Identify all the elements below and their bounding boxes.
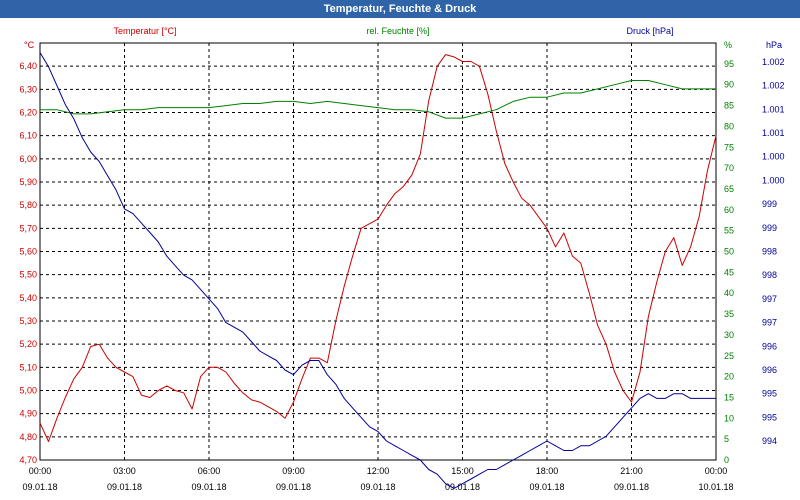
x-tick-date: 09.01.18 <box>614 482 649 492</box>
x-tick-time: 21:00 <box>620 466 643 476</box>
x-tick-date: 09.01.18 <box>22 482 57 492</box>
x-tick-time: 15:00 <box>451 466 474 476</box>
humidity-tick-label: 75 <box>724 142 734 152</box>
temperature-tick-label: 6,00 <box>19 154 37 164</box>
humidity-tick-label: 35 <box>724 309 734 319</box>
temperature-tick-label: 6,20 <box>19 108 37 118</box>
temperature-series-line <box>39 54 717 442</box>
series-layer <box>39 52 717 489</box>
temperature-tick-label: 6,40 <box>19 61 37 71</box>
temperature-tick-label: 5,20 <box>19 339 37 349</box>
humidity-tick-label: 30 <box>724 330 734 340</box>
pressure-tick-label: 994 <box>762 436 777 446</box>
pressure-unit-label: hPa <box>766 40 782 50</box>
pressure-tick-label: 999 <box>762 223 777 233</box>
humidity-tick-label: 10 <box>724 413 734 423</box>
humidity-unit-label: % <box>724 40 732 50</box>
humidity-tick-label: 50 <box>724 247 734 257</box>
pressure-tick-label: 996 <box>762 341 777 351</box>
time-axis: 00:00 09.01.18 03:00 09.01.18 06:00 09.01.18 0… <box>22 466 733 492</box>
pressure-tick-label: 1.001 <box>762 128 785 138</box>
x-tick-time: 06:00 <box>198 466 221 476</box>
humidity-tick-label: 90 <box>724 80 734 90</box>
temperature-unit-label: °C <box>24 40 35 50</box>
x-tick-date: 09.01.18 <box>276 482 311 492</box>
temperature-axis: 4,70 4,80 4,90 5,00 5,10 5,20 5,30 5,40 5,50 5,60… <box>19 61 37 465</box>
x-tick-date: 09.01.18 <box>529 482 564 492</box>
x-tick-date: 09.01.18 <box>191 482 226 492</box>
pressure-axis-label: Druck [hPa] <box>626 26 673 36</box>
x-tick-time: 12:00 <box>367 466 390 476</box>
humidity-tick-label: 25 <box>724 351 734 361</box>
temperature-tick-label: 5,10 <box>19 362 37 372</box>
temperature-tick-label: 4,70 <box>19 455 37 465</box>
pressure-tick-label: 997 <box>762 294 777 304</box>
temperature-tick-label: 5,70 <box>19 223 37 233</box>
chart-title: Temperatur, Feuchte & Druck <box>0 0 800 18</box>
humidity-tick-label: 95 <box>724 59 734 69</box>
humidity-tick-label: 0 <box>724 455 729 465</box>
temperature-tick-label: 5,00 <box>19 386 37 396</box>
x-tick-time: 00:00 <box>705 466 728 476</box>
pressure-tick-label: 999 <box>762 199 777 209</box>
temperature-axis-label: Temperatur [°C] <box>113 26 176 36</box>
temperature-tick-label: 5,50 <box>19 270 37 280</box>
temperature-tick-label: 6,30 <box>19 84 37 94</box>
x-tick-time: 09:00 <box>282 466 305 476</box>
pressure-tick-label: 995 <box>762 389 777 399</box>
pressure-tick-label: 996 <box>762 365 777 375</box>
humidity-series-line <box>40 80 716 119</box>
chart: 4,70 4,80 4,90 5,00 5,10 5,20 5,30 5,40 5,50 5,60… <box>19 26 785 492</box>
humidity-tick-label: 70 <box>724 163 734 173</box>
pressure-tick-label: 1.002 <box>762 57 785 67</box>
temperature-tick-label: 5,90 <box>19 177 37 187</box>
temperature-tick-label: 6,10 <box>19 131 37 141</box>
humidity-tick-label: 55 <box>724 226 734 236</box>
temperature-tick-label: 5,40 <box>19 293 37 303</box>
pressure-tick-label: 1.000 <box>762 152 785 162</box>
pressure-tick-label: 998 <box>762 247 777 257</box>
x-tick-date: 09.01.18 <box>445 482 480 492</box>
pressure-tick-label: 1.002 <box>762 81 785 91</box>
humidity-tick-label: 85 <box>724 101 734 111</box>
x-tick-time: 18:00 <box>536 466 559 476</box>
pressure-axis: 994 995 995 996 996 997 997 998 998 999 999 1.000 1.… <box>762 57 785 446</box>
pressure-tick-label: 1.001 <box>762 104 785 114</box>
pressure-tick-label: 995 <box>762 412 777 422</box>
humidity-tick-label: 5 <box>724 434 729 444</box>
pressure-series-line <box>39 52 716 489</box>
humidity-tick-label: 20 <box>724 372 734 382</box>
humidity-axis: 0 5 10 15 20 25 30 35 40 45 50 55 60 65 70 75 80 85 90 95 <box>724 59 734 465</box>
x-tick-time: 00:00 <box>29 466 52 476</box>
temperature-tick-label: 5,30 <box>19 316 37 326</box>
humidity-tick-label: 65 <box>724 184 734 194</box>
x-tick-date: 10.01.18 <box>698 482 733 492</box>
humidity-tick-label: 15 <box>724 392 734 402</box>
humidity-tick-label: 45 <box>724 267 734 277</box>
humidity-tick-label: 80 <box>724 121 734 131</box>
pressure-tick-label: 1.000 <box>762 175 785 185</box>
temperature-tick-label: 4,80 <box>19 432 37 442</box>
x-tick-time: 03:00 <box>113 466 136 476</box>
temperature-tick-label: 5,60 <box>19 247 37 257</box>
humidity-axis-label: rel. Feuchte [%] <box>366 26 429 36</box>
x-tick-date: 09.01.18 <box>107 482 142 492</box>
gridlines <box>40 43 716 460</box>
temperature-tick-label: 4,90 <box>19 409 37 419</box>
x-tick-date: 09.01.18 <box>360 482 395 492</box>
pressure-tick-label: 997 <box>762 318 777 328</box>
pressure-tick-label: 998 <box>762 270 777 280</box>
humidity-tick-label: 60 <box>724 205 734 215</box>
humidity-tick-label: 40 <box>724 288 734 298</box>
temperature-tick-label: 5,80 <box>19 200 37 210</box>
